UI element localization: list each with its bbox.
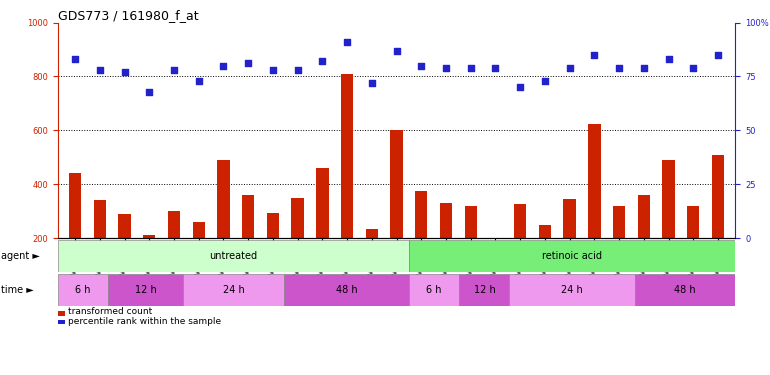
Point	[390, 48, 403, 54]
Bar	[119, 214, 131, 238]
Point	[266, 67, 279, 73]
Bar	[242, 195, 254, 238]
Point	[489, 65, 501, 71]
Point	[514, 84, 527, 90]
Point	[292, 67, 304, 73]
Bar	[108, 274, 183, 306]
Point	[440, 65, 452, 71]
Point	[712, 52, 725, 58]
Bar	[489, 238, 501, 264]
Bar	[459, 274, 510, 306]
Point	[588, 52, 601, 58]
Point	[687, 65, 699, 71]
Point	[341, 39, 353, 45]
Bar	[539, 225, 551, 238]
Point	[143, 88, 156, 94]
Bar	[510, 274, 635, 306]
Text: time ►: time ►	[1, 285, 34, 295]
Text: GDS773 / 161980_f_at: GDS773 / 161980_f_at	[58, 9, 199, 22]
Bar	[687, 206, 699, 238]
Bar	[635, 274, 735, 306]
Text: agent ►: agent ►	[1, 251, 39, 261]
Text: 24 h: 24 h	[561, 285, 583, 295]
Point	[94, 67, 106, 73]
Bar	[514, 204, 527, 238]
Bar	[283, 274, 409, 306]
Bar	[183, 274, 283, 306]
Bar	[564, 199, 576, 238]
Point	[366, 80, 378, 86]
Bar	[69, 172, 82, 238]
Text: 48 h: 48 h	[675, 285, 696, 295]
Bar	[662, 160, 675, 238]
Bar	[217, 160, 229, 238]
Text: 6 h: 6 h	[75, 285, 91, 295]
Text: 12 h: 12 h	[135, 285, 156, 295]
Bar	[316, 168, 329, 238]
Text: untreated: untreated	[209, 251, 257, 261]
FancyBboxPatch shape	[58, 240, 409, 272]
Bar	[390, 130, 403, 238]
Text: 48 h: 48 h	[336, 285, 357, 295]
Bar	[366, 229, 378, 238]
Point	[217, 63, 229, 69]
Point	[168, 67, 180, 73]
Point	[539, 78, 551, 84]
Bar	[266, 213, 279, 238]
Bar	[440, 203, 452, 238]
Bar	[341, 74, 353, 238]
FancyBboxPatch shape	[409, 240, 735, 272]
Bar	[464, 206, 477, 238]
Bar	[143, 236, 156, 238]
Bar	[94, 200, 106, 238]
Point	[662, 56, 675, 62]
Point	[69, 56, 81, 62]
Point	[119, 69, 131, 75]
Bar	[409, 274, 459, 306]
Bar	[638, 195, 650, 238]
Point	[638, 65, 650, 71]
Bar	[613, 206, 625, 238]
Point	[316, 58, 329, 64]
Bar	[415, 191, 427, 238]
Point	[192, 78, 205, 84]
Point	[415, 63, 427, 69]
Bar	[588, 124, 601, 238]
Point	[464, 65, 477, 71]
Bar	[168, 211, 180, 238]
Point	[242, 60, 254, 66]
Text: 24 h: 24 h	[223, 285, 244, 295]
Text: retinoic acid: retinoic acid	[542, 251, 602, 261]
Point	[613, 65, 625, 71]
Bar	[58, 274, 108, 306]
Text: percentile rank within the sample: percentile rank within the sample	[68, 317, 221, 326]
Point	[564, 65, 576, 71]
Bar	[711, 154, 725, 238]
Text: 6 h: 6 h	[427, 285, 442, 295]
Text: transformed count: transformed count	[68, 307, 152, 316]
Bar	[292, 198, 304, 238]
Bar	[192, 222, 205, 238]
Text: 12 h: 12 h	[474, 285, 495, 295]
